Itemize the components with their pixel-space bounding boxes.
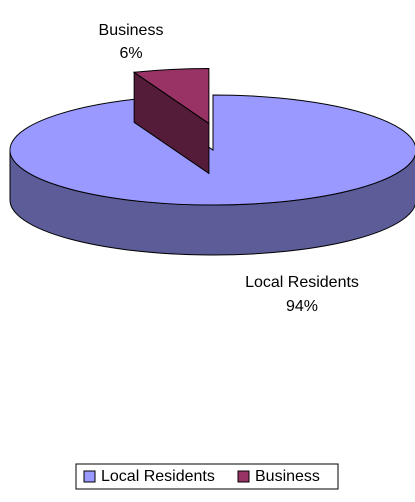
legend-swatch (83, 470, 96, 483)
pie-slice (9, 94, 415, 206)
legend-box (75, 463, 339, 490)
data-label-name: Local Residents (245, 274, 359, 291)
legend-label: Local Residents (101, 468, 215, 485)
legend-label: Business (255, 468, 320, 485)
data-label-name: Business (99, 22, 164, 39)
data-label-value: 94% (286, 298, 318, 315)
data-label-value: 6% (119, 45, 142, 62)
legend-swatch (237, 470, 250, 483)
pie-slice (132, 67, 210, 125)
